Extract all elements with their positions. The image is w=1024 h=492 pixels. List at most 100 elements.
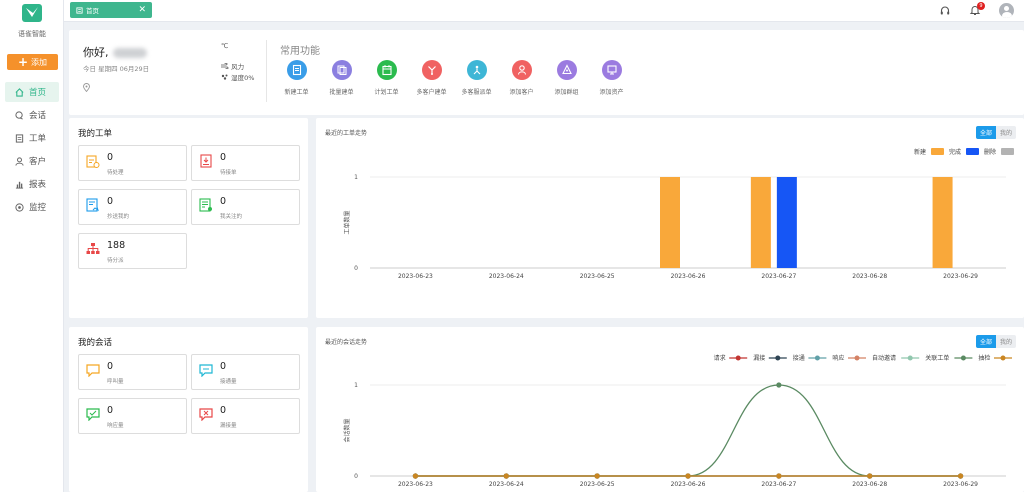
quick-actions-title: 常用功能	[280, 46, 320, 57]
sidebar-item-customers[interactable]: 客户	[5, 151, 59, 171]
close-icon[interactable]: ✕	[138, 5, 146, 15]
sidebar-item-home[interactable]: 首页	[5, 82, 59, 102]
data-point-抽检	[503, 473, 509, 479]
missed-bubble-icon	[199, 407, 213, 423]
legend-label: 自动邀请	[872, 354, 896, 362]
ticket-stat-1[interactable]: 0 待处理	[78, 145, 187, 181]
toggle-mine[interactable]: 我的	[995, 335, 1016, 348]
my-sessions-panel: 我的会话 0 呼叫量 0 接通量 0 响应量 0 漏接量	[69, 327, 308, 492]
legend-marker	[735, 355, 741, 361]
quick-action-3[interactable]: 计划工单	[364, 60, 409, 96]
panel-title: 我的工单	[78, 129, 113, 139]
pending-doc-icon	[86, 154, 100, 170]
quick-action-7[interactable]: 添加群组	[544, 60, 589, 96]
ticket-bar-chart: 0 1 工单数量 2023-06-23 2023-06-24 2023-06-25 2023…	[343, 148, 1014, 280]
legend-marker	[907, 355, 913, 361]
notification-button[interactable]: 9	[969, 1, 985, 18]
sidebar: 语雀智能 + 添加 首页 会话 工单 客户 报表 监控	[0, 0, 64, 492]
x-tick-label: 2023-06-25	[580, 273, 615, 280]
quick-action-label: 添加客户	[509, 89, 534, 96]
legend-label: 新建	[914, 148, 926, 156]
legend-swatch	[931, 148, 944, 155]
y-axis-label: 会话数量	[343, 418, 351, 442]
x-tick-label: 2023-06-24	[489, 273, 524, 280]
humidity-icon	[221, 74, 228, 80]
toggle-mine[interactable]: 我的	[995, 126, 1016, 139]
add-button[interactable]: + 添加	[7, 54, 58, 70]
series-line-关联工单	[415, 384, 961, 477]
tab-home[interactable]: 首页 ✕	[70, 2, 152, 18]
sidebar-item-label: 客户	[29, 157, 47, 167]
scope-toggle: 全部 我的	[975, 126, 1016, 139]
legend-marker	[1000, 355, 1006, 361]
stat-value: 0	[107, 196, 114, 207]
session-stat-3[interactable]: 0 响应量	[78, 398, 187, 434]
data-point-抽检	[412, 473, 419, 479]
session-chart-panel: 最近的会话走势 全部 我的 0 1 会话数量 2023-06-23 2023-06-24…	[316, 327, 1024, 492]
bar-新建	[932, 177, 953, 268]
session-stat-2[interactable]: 0 接通量	[191, 354, 300, 390]
stat-label: 待处理	[107, 170, 124, 176]
quick-action-8[interactable]: 添加资产	[589, 60, 634, 96]
data-point-抽检	[594, 473, 600, 479]
quick-action-4[interactable]: 多客户建单	[409, 60, 454, 96]
y-axis-label: 工单数量	[343, 210, 351, 234]
sidebar-item-tickets[interactable]: 工单	[5, 128, 59, 148]
branch-icon	[421, 60, 442, 80]
logo[interactable]	[22, 4, 42, 22]
sidebar-item-label: 监控	[29, 203, 47, 213]
quick-action-label: 添加群组	[554, 89, 579, 96]
session-stat-1[interactable]: 0 呼叫量	[78, 354, 187, 390]
ticket-stat-3[interactable]: 0 抄送我的	[78, 189, 187, 225]
ticket-stat-5[interactable]: 188 待分派	[78, 233, 187, 269]
stat-label: 响应量	[107, 423, 124, 429]
follow-doc-icon	[199, 198, 213, 214]
stat-value: 0	[220, 361, 227, 372]
ticket-icon	[15, 133, 24, 143]
person-icon	[511, 60, 532, 80]
quick-action-label: 计划工单	[374, 89, 399, 96]
panel-title: 我的会话	[78, 338, 113, 348]
ticket-stat-2[interactable]: 0 待接单	[191, 145, 300, 181]
stat-value: 0	[220, 196, 227, 207]
x-tick-label: 2023-06-23	[398, 481, 433, 488]
chat-icon	[15, 110, 23, 120]
stat-label: 呼叫量	[107, 379, 124, 385]
quick-action-5[interactable]: 多客服派单	[454, 60, 499, 96]
stat-value: 0	[107, 152, 114, 163]
sidebar-item-monitor[interactable]: 监控	[5, 197, 59, 217]
legend-label: 抽检	[978, 354, 990, 362]
x-tick-label: 2023-06-25	[580, 481, 615, 488]
legend-swatch	[966, 148, 979, 155]
data-point-抽检	[685, 473, 691, 479]
topbar-actions: 9	[939, 1, 1014, 18]
connect-bubble-icon	[199, 363, 213, 379]
quick-action-label: 新建工单	[284, 89, 309, 96]
x-tick-label: 2023-06-24	[489, 481, 524, 488]
group-icon	[556, 60, 577, 80]
sidebar-item-reports[interactable]: 报表	[5, 174, 59, 194]
username-blurred	[112, 48, 147, 58]
bar-完成	[776, 177, 797, 268]
quick-action-1[interactable]: 新建工单	[274, 60, 319, 96]
quick-action-2[interactable]: 批量建单	[319, 60, 364, 96]
x-tick-label: 2023-06-26	[671, 481, 706, 488]
x-tick-label: 2023-06-27	[761, 481, 796, 488]
session-stat-4[interactable]: 0 漏接量	[191, 398, 300, 434]
ticket-stat-4[interactable]: 0 我关注的	[191, 189, 300, 225]
x-tick-label: 2023-06-29	[943, 481, 978, 488]
wind-icon	[221, 62, 229, 70]
toggle-all[interactable]: 全部	[975, 335, 996, 348]
topbar: 首页 ✕ 9	[64, 0, 1024, 22]
document-icon	[286, 60, 307, 80]
location-pin-icon[interactable]	[83, 83, 90, 92]
legend-marker	[775, 355, 781, 361]
sidebar-item-chat[interactable]: 会话	[5, 105, 59, 125]
quick-action-6[interactable]: 添加客户	[499, 60, 544, 96]
stat-label: 接通量	[220, 379, 237, 385]
wind: 风力	[221, 61, 244, 71]
toggle-all[interactable]: 全部	[975, 126, 996, 139]
avatar[interactable]	[999, 3, 1014, 18]
headset-icon[interactable]	[939, 5, 951, 17]
stat-label: 待分派	[107, 258, 124, 264]
